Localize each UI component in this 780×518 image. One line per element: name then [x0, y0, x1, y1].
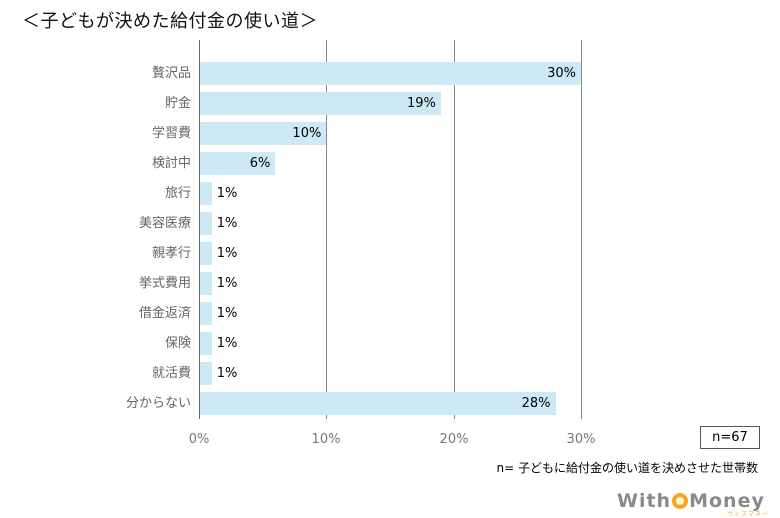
- category-label: 検討中: [151, 156, 191, 171]
- bar-value-label: 19%: [407, 96, 436, 111]
- gridline: [326, 40, 327, 419]
- logo-subtext: ウィズマネー: [727, 511, 770, 518]
- bar-value-label: 1%: [216, 306, 238, 321]
- logo-text-money: Money: [689, 490, 765, 512]
- y-axis-line: [199, 40, 200, 419]
- chart-title: ＜子どもが決めた給付金の使い道＞: [22, 11, 318, 32]
- x-tick-label: 20%: [439, 432, 469, 447]
- plot-area: 30% 19% 10% 6% 1% 1% 1% 1% 1% 1% 1% 28%: [199, 40, 582, 419]
- category-label: 学習費: [151, 126, 191, 141]
- category-label: 貯金: [164, 96, 191, 111]
- category-label: 就活費: [151, 366, 191, 381]
- category-label: 親孝行: [151, 246, 191, 261]
- category-label: 借金返済: [138, 306, 191, 321]
- category-label: 贅沢品: [151, 66, 191, 81]
- gridline: [454, 40, 455, 419]
- bar: [200, 92, 441, 115]
- category-label: 旅行: [164, 186, 191, 201]
- bar: [200, 62, 581, 85]
- bar: [200, 182, 212, 205]
- withmoney-logo: With Money ウィズマネー: [617, 490, 768, 518]
- bar-value-label: 1%: [216, 216, 238, 231]
- coin-icon: [672, 493, 689, 509]
- bar-value-label: 1%: [216, 366, 238, 381]
- bar: [200, 392, 556, 415]
- gridline: [581, 40, 582, 419]
- logo-text-with: With: [617, 490, 672, 512]
- sample-note: n= 子どもに給付金の使い道を決めさせた世帯数: [496, 461, 758, 475]
- bar: [200, 242, 212, 265]
- bar: [200, 152, 276, 175]
- bar-value-label: 6%: [249, 156, 271, 171]
- category-label: 挙式費用: [138, 276, 191, 291]
- bar: [200, 122, 327, 145]
- bar-value-label: 1%: [216, 246, 238, 261]
- bar: [200, 272, 212, 295]
- bar: [200, 362, 212, 385]
- bar: [200, 302, 212, 325]
- bar-value-label: 10%: [292, 126, 322, 141]
- bar-value-label: 30%: [547, 66, 576, 81]
- category-label: 分からない: [125, 396, 191, 411]
- bar-value-label: 1%: [216, 276, 238, 291]
- x-tick-label: 0%: [188, 432, 210, 447]
- category-label: 美容医療: [138, 216, 191, 231]
- sample-size-box: n=67: [700, 426, 760, 449]
- bar-value-label: 1%: [216, 186, 238, 201]
- x-tick-label: 10%: [311, 432, 341, 447]
- x-tick-label: 30%: [566, 432, 596, 447]
- bar: [200, 212, 212, 235]
- bar-value-label: 28%: [521, 396, 551, 411]
- bar: [200, 332, 212, 355]
- bar-value-label: 1%: [216, 336, 238, 351]
- category-label: 保険: [164, 336, 191, 351]
